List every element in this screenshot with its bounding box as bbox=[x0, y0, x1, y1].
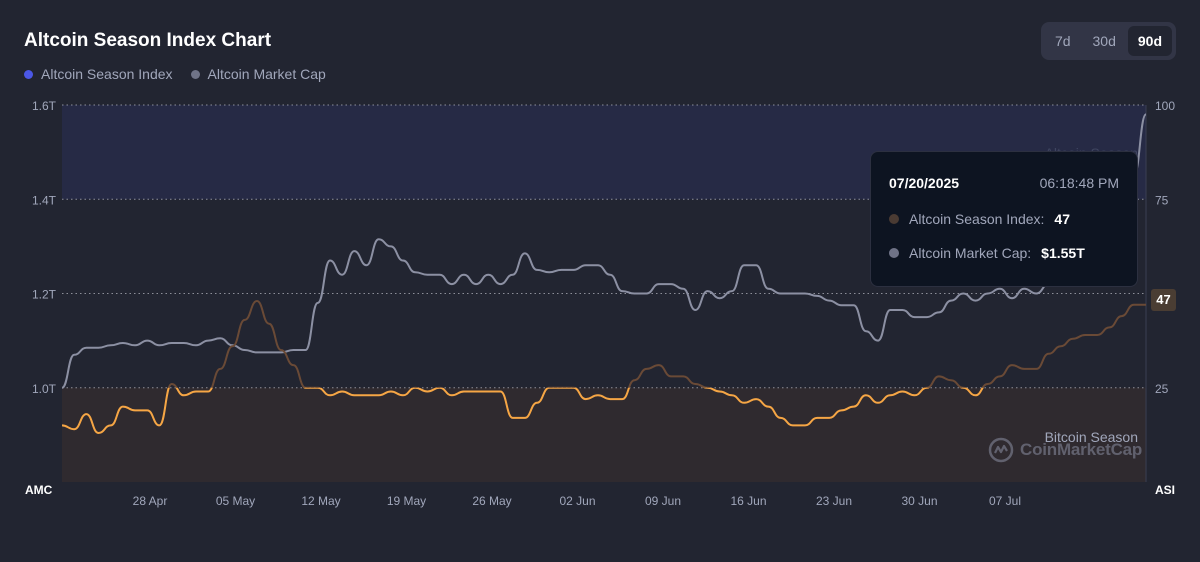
legend-dot-asi bbox=[24, 69, 33, 79]
tooltip-value-amc: $1.55T bbox=[1041, 245, 1085, 261]
legend: Altcoin Season Index Altcoin Market Cap bbox=[24, 66, 326, 82]
x-tick-label: 07 Jul bbox=[989, 494, 1021, 508]
legend-label-amc: Altcoin Market Cap bbox=[207, 66, 326, 82]
x-tick-label: 16 Jun bbox=[730, 494, 766, 508]
left-tick-label: 1.2T bbox=[32, 288, 57, 302]
brand-text: CoinMarketCap bbox=[1020, 440, 1143, 459]
range-tab-30d[interactable]: 30d bbox=[1092, 33, 1116, 49]
coinmarketcap-logo-icon bbox=[988, 437, 1014, 463]
legend-item-amc[interactable]: Altcoin Market Cap bbox=[190, 66, 326, 82]
legend-label-asi: Altcoin Season Index bbox=[41, 66, 173, 82]
annotation-bitcoin-season: Bitcoin Season bbox=[1045, 429, 1138, 445]
range-tab-90d[interactable]: 90d bbox=[1127, 26, 1172, 56]
left-tick-label: 1.6T bbox=[32, 99, 57, 113]
x-tick-label: 30 Jun bbox=[901, 494, 937, 508]
series-line-altcoin-market-cap bbox=[61, 113, 1147, 389]
x-tick-label: 12 May bbox=[301, 494, 340, 508]
right-tick-label: 25 bbox=[1155, 382, 1169, 396]
tooltip-dot-asi bbox=[889, 214, 899, 224]
x-tick-label: 05 May bbox=[216, 494, 255, 508]
tooltip-label-amc: Altcoin Market Cap: bbox=[909, 245, 1032, 261]
tooltip-value-asi: 47 bbox=[1054, 211, 1070, 227]
tooltip: 07/20/2025 06:18:48 PM Altcoin Season In… bbox=[870, 151, 1138, 287]
right-axis-label: ASI bbox=[1155, 483, 1175, 497]
x-tick-label: 19 May bbox=[387, 494, 426, 508]
tooltip-time: 06:18:48 PM bbox=[1039, 175, 1119, 191]
legend-dot-amc bbox=[190, 69, 200, 79]
tooltip-row-amc: Altcoin Market Cap: $1.55T bbox=[889, 245, 1119, 261]
x-tick-label: 23 Jun bbox=[816, 494, 852, 508]
left-axis-label: AMC bbox=[25, 483, 53, 497]
x-tick-label: 26 May bbox=[472, 494, 511, 508]
series-line-altcoin-season-index-upper bbox=[167, 299, 1146, 388]
right-tick-label: 75 bbox=[1155, 193, 1169, 207]
tooltip-label-asi: Altcoin Season Index: bbox=[909, 211, 1045, 227]
x-tick-label: 09 Jun bbox=[645, 494, 681, 508]
legend-item-asi[interactable]: Altcoin Season Index bbox=[24, 66, 173, 82]
x-tick-label: 28 Apr bbox=[133, 494, 168, 508]
tooltip-row-asi: Altcoin Season Index: 47 bbox=[889, 211, 1119, 227]
range-tab-7d[interactable]: 7d bbox=[1054, 33, 1071, 49]
right-tick-label: 100 bbox=[1155, 99, 1175, 113]
brand-watermark: CoinMarketCap bbox=[988, 437, 1142, 463]
chart-title: Altcoin Season Index Chart bbox=[24, 30, 272, 51]
left-tick-label: 1.4T bbox=[32, 193, 57, 207]
tooltip-date: 07/20/2025 bbox=[889, 175, 960, 191]
left-tick-label: 1.0T bbox=[32, 382, 57, 396]
x-tick-label: 02 Jun bbox=[559, 494, 595, 508]
zone-bitcoin-season bbox=[62, 387, 1146, 482]
current-value-badge: 47 bbox=[1151, 289, 1176, 311]
range-tabs: 7d 30d 90d bbox=[1040, 22, 1176, 60]
series-line-altcoin-season-index bbox=[62, 387, 984, 435]
tooltip-dot-amc bbox=[889, 248, 899, 258]
